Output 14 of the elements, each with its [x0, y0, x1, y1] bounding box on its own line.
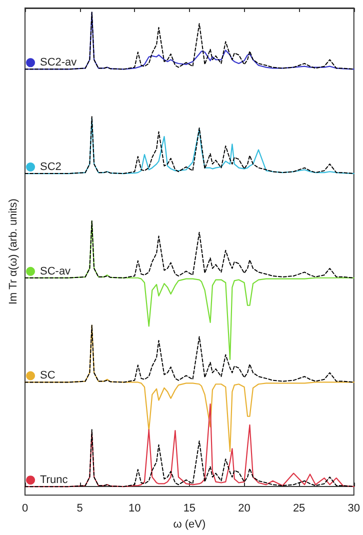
legend-label: SC-av — [40, 265, 72, 278]
legend-label: SC — [40, 370, 56, 382]
x-tick-label: 10 — [128, 502, 141, 515]
x-tick-label: 20 — [238, 502, 250, 515]
legend-label: SC2-av — [40, 56, 78, 69]
x-tick-label: 0 — [22, 502, 28, 515]
legend-label: SC2 — [40, 161, 62, 174]
x-tick-label: 15 — [183, 502, 196, 515]
y-axis-title: Im Tr α(ω) (arb. units) — [8, 198, 20, 305]
x-tick-label: 25 — [292, 502, 306, 515]
x-axis-title: ω (eV) — [173, 518, 206, 530]
x-tick-label: 30 — [348, 502, 360, 515]
x-tick-label: 5 — [76, 502, 83, 515]
legend-label: Trunc — [40, 474, 68, 486]
